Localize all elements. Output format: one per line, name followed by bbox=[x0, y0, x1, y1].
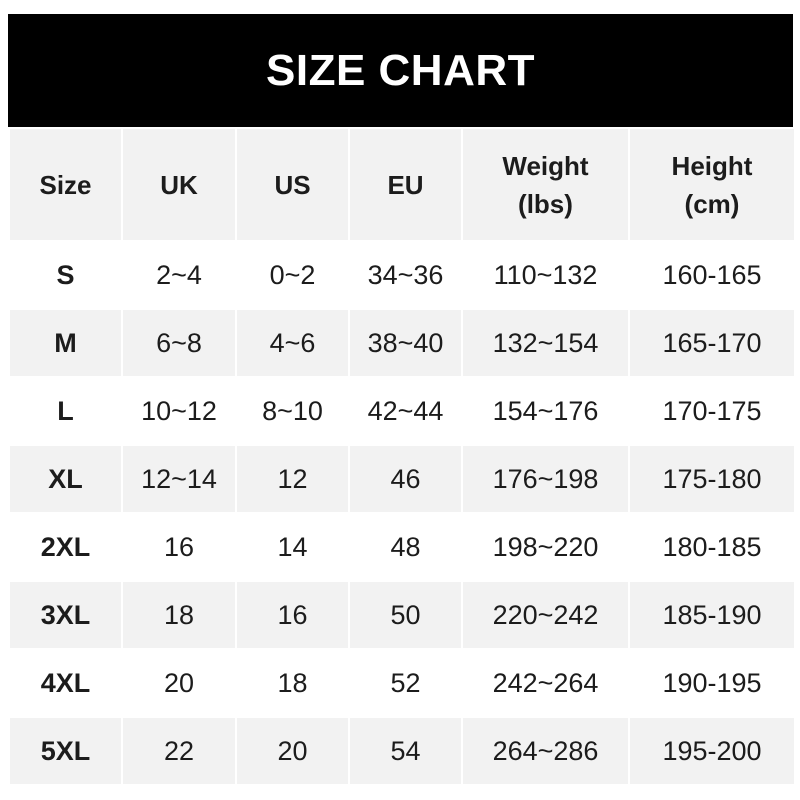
table-cell: 190-195 bbox=[628, 648, 794, 717]
column-header: Size bbox=[8, 127, 122, 241]
table-row: M 6~8 4~6 38~40 132~154 165-170 bbox=[8, 308, 794, 377]
table-cell: 264~286 bbox=[461, 716, 629, 784]
column-header: EU bbox=[348, 127, 462, 241]
table-cell: 10~12 bbox=[121, 376, 236, 445]
table-row: 5XL 22 20 54 264~286 195-200 bbox=[8, 716, 794, 784]
table-cell: 50 bbox=[348, 580, 462, 649]
table-cell: 2~4 bbox=[121, 240, 236, 309]
table-cell: 0~2 bbox=[235, 240, 349, 309]
table-row: S 2~4 0~2 34~36 110~132 160-165 bbox=[8, 240, 794, 309]
size-cell: 4XL bbox=[8, 648, 122, 717]
column-header: Height (cm) bbox=[628, 127, 794, 241]
table-cell: 42~44 bbox=[348, 376, 462, 445]
table-cell: 154~176 bbox=[461, 376, 629, 445]
column-header-label: UK bbox=[160, 169, 198, 200]
table-cell: 160-165 bbox=[628, 240, 794, 309]
size-cell: M bbox=[8, 308, 122, 377]
table-cell: 20 bbox=[121, 648, 236, 717]
table-cell: 16 bbox=[235, 580, 349, 649]
table-cell: 6~8 bbox=[121, 308, 236, 377]
table-cell: 170-175 bbox=[628, 376, 794, 445]
header-row: Size UK US EU Weight (lbs) Height (cm) bbox=[8, 127, 794, 241]
column-header-label: (cm) bbox=[684, 188, 740, 219]
size-cell: L bbox=[8, 376, 122, 445]
column-header-label: Height bbox=[671, 150, 753, 181]
table-cell: 220~242 bbox=[461, 580, 629, 649]
size-cell: 5XL bbox=[8, 716, 122, 784]
table-cell: 46 bbox=[348, 444, 462, 513]
table-row: 4XL 20 18 52 242~264 190-195 bbox=[8, 648, 794, 717]
table-cell: 185-190 bbox=[628, 580, 794, 649]
column-header: Weight (lbs) bbox=[461, 127, 629, 241]
table-cell: 54 bbox=[348, 716, 462, 784]
table-cell: 18 bbox=[121, 580, 236, 649]
size-cell: S bbox=[8, 240, 122, 309]
table-cell: 22 bbox=[121, 716, 236, 784]
table-cell: 12 bbox=[235, 444, 349, 513]
column-header-label: EU bbox=[387, 169, 424, 200]
table-cell: 165-170 bbox=[628, 308, 794, 377]
table-cell: 180-185 bbox=[628, 512, 794, 581]
table-cell: 4~6 bbox=[235, 308, 349, 377]
table-cell: 48 bbox=[348, 512, 462, 581]
table-cell: 14 bbox=[235, 512, 349, 581]
table-row: 3XL 18 16 50 220~242 185-190 bbox=[8, 580, 794, 649]
table-cell: 34~36 bbox=[348, 240, 462, 309]
column-header-label: US bbox=[274, 169, 311, 200]
column-header-label: (lbs) bbox=[518, 188, 573, 219]
size-cell: 2XL bbox=[8, 512, 122, 581]
table-cell: 52 bbox=[348, 648, 462, 717]
column-header-label: Size bbox=[39, 169, 92, 200]
column-header: US bbox=[235, 127, 349, 241]
table-row: L 10~12 8~10 42~44 154~176 170-175 bbox=[8, 376, 794, 445]
size-cell: XL bbox=[8, 444, 122, 513]
table-cell: 8~10 bbox=[235, 376, 349, 445]
size-chart-title: SIZE CHART bbox=[8, 14, 793, 127]
table-cell: 16 bbox=[121, 512, 236, 581]
table-row: 2XL 16 14 48 198~220 180-185 bbox=[8, 512, 794, 581]
table-cell: 242~264 bbox=[461, 648, 629, 717]
table-cell: 12~14 bbox=[121, 444, 236, 513]
table-cell: 110~132 bbox=[461, 240, 629, 309]
table-cell: 195-200 bbox=[628, 716, 794, 784]
table-cell: 38~40 bbox=[348, 308, 462, 377]
size-table: Size UK US EU Weight (lbs) Height (cm) S 2~4 0~2 3… bbox=[8, 127, 794, 784]
size-cell: 3XL bbox=[8, 580, 122, 649]
table-cell: 132~154 bbox=[461, 308, 629, 377]
table-cell: 198~220 bbox=[461, 512, 629, 581]
table-cell: 20 bbox=[235, 716, 349, 784]
column-header-label: Weight bbox=[502, 150, 589, 181]
column-header: UK bbox=[121, 127, 236, 241]
table-cell: 175-180 bbox=[628, 444, 794, 513]
table-row: XL 12~14 12 46 176~198 175-180 bbox=[8, 444, 794, 513]
table-cell: 18 bbox=[235, 648, 349, 717]
table-cell: 176~198 bbox=[461, 444, 629, 513]
